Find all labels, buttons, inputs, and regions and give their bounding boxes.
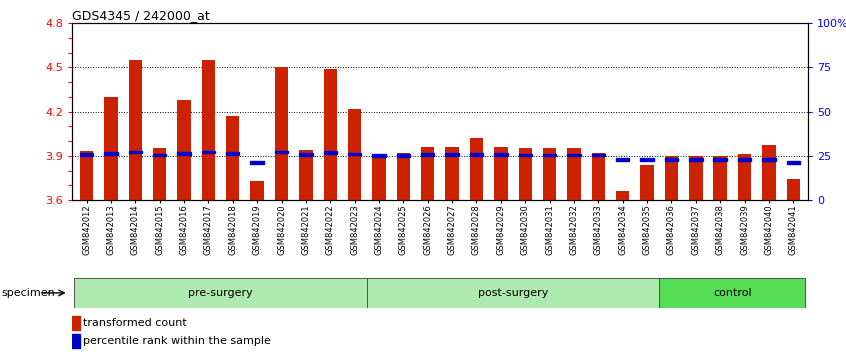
Bar [568, 148, 580, 200]
Bar [372, 156, 386, 200]
Bar [178, 100, 190, 200]
Bar [689, 158, 702, 161]
Bar [665, 158, 678, 161]
Bar [568, 154, 580, 156]
Bar [129, 60, 142, 200]
Bar [275, 151, 288, 153]
Bar [129, 151, 142, 153]
Text: GDS4345 / 242000_at: GDS4345 / 242000_at [72, 9, 210, 22]
Bar [787, 161, 800, 164]
Bar [543, 148, 557, 200]
Text: specimen: specimen [2, 288, 56, 298]
Bar [591, 153, 605, 200]
Bar [80, 153, 93, 156]
Bar [226, 116, 239, 200]
Text: percentile rank within the sample: percentile rank within the sample [83, 336, 271, 346]
Bar [738, 154, 751, 200]
Bar [470, 153, 483, 156]
Bar [445, 147, 459, 200]
Text: control: control [713, 288, 752, 298]
Bar [713, 158, 727, 161]
Bar [72, 316, 80, 330]
Bar [519, 148, 532, 200]
Bar [591, 154, 605, 156]
Bar [323, 151, 337, 154]
Bar [367, 278, 659, 308]
Bar [762, 145, 776, 200]
Bar [470, 138, 483, 200]
Bar [178, 152, 190, 155]
Bar [299, 150, 312, 200]
Bar [494, 153, 508, 156]
Bar [153, 148, 167, 200]
Bar [616, 191, 629, 200]
Bar [74, 278, 367, 308]
Bar [348, 109, 361, 200]
Bar [348, 153, 361, 155]
Text: post-surgery: post-surgery [478, 288, 548, 298]
Bar [616, 158, 629, 161]
Bar [640, 158, 654, 161]
Bar [787, 179, 800, 200]
Bar [445, 153, 459, 156]
Bar [80, 152, 93, 200]
Bar [104, 97, 118, 200]
Bar [397, 153, 410, 200]
Bar [421, 153, 435, 156]
Bar [250, 181, 264, 200]
Bar [397, 154, 410, 157]
Bar [72, 334, 80, 348]
Bar [738, 158, 751, 161]
Bar [201, 60, 215, 200]
Bar [275, 67, 288, 200]
Bar [299, 153, 312, 156]
Text: transformed count: transformed count [83, 318, 187, 328]
Bar [104, 152, 118, 155]
Bar [494, 147, 508, 200]
Bar [323, 69, 337, 200]
Bar [226, 152, 239, 155]
Bar [519, 154, 532, 156]
Text: pre-surgery: pre-surgery [188, 288, 253, 298]
Bar [372, 154, 386, 157]
Bar [659, 278, 805, 308]
Bar [665, 156, 678, 200]
Bar [250, 161, 264, 164]
Bar [762, 158, 776, 161]
Bar [153, 154, 167, 156]
Bar [543, 154, 557, 156]
Bar [640, 165, 654, 200]
Bar [713, 156, 727, 200]
Bar [201, 151, 215, 153]
Bar [689, 156, 702, 200]
Bar [421, 147, 435, 200]
